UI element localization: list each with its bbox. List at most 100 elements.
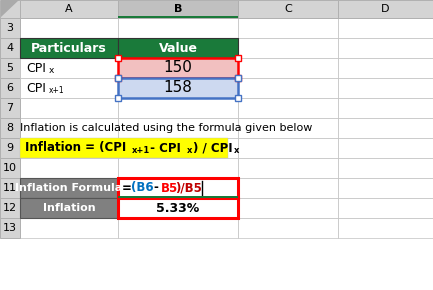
Bar (118, 138, 238, 158)
Text: 5.33%: 5.33% (156, 202, 200, 215)
Text: Inflation is calculated using the formula given below: Inflation is calculated using the formul… (20, 123, 312, 133)
Bar (0, 58, 20, 78)
Bar (0, 118, 20, 138)
Text: 9: 9 (6, 143, 13, 153)
Bar (20, 178, 118, 198)
Text: Particulars: Particulars (31, 41, 107, 55)
Bar (238, 0, 338, 18)
Bar (20, 0, 118, 18)
Bar (338, 0, 433, 18)
Bar (20, 218, 118, 238)
Bar (238, 38, 338, 58)
Bar (118, 38, 238, 58)
Bar (20, 58, 118, 78)
Bar (0, 98, 20, 118)
Text: 10: 10 (3, 163, 17, 173)
Text: x+1: x+1 (49, 86, 65, 95)
Bar (118, 198, 238, 218)
Bar (238, 218, 338, 238)
Bar (20, 158, 118, 178)
Bar (118, 118, 238, 138)
Bar (235, 75, 241, 81)
Text: (B6: (B6 (131, 182, 154, 195)
Text: CPI: CPI (26, 61, 46, 75)
Bar (238, 138, 338, 158)
Text: -: - (153, 182, 158, 195)
Bar (338, 38, 433, 58)
Bar (0, 0, 20, 18)
Bar (115, 75, 121, 81)
Text: ) / CPI: ) / CPI (193, 142, 233, 155)
Text: D: D (381, 4, 390, 14)
Bar (238, 178, 338, 198)
Text: 11: 11 (3, 183, 17, 193)
Bar (338, 218, 433, 238)
Bar (338, 78, 433, 98)
Bar (238, 58, 338, 78)
Text: - CPI: - CPI (146, 142, 181, 155)
Text: 158: 158 (164, 81, 192, 95)
Bar (118, 178, 238, 198)
Text: 150: 150 (164, 61, 192, 75)
Bar (0, 158, 20, 178)
Text: Inflation Formula: Inflation Formula (16, 183, 123, 193)
Bar (118, 78, 238, 98)
Bar (338, 18, 433, 38)
Text: =: = (122, 182, 132, 195)
Bar (118, 178, 238, 198)
Bar (118, 58, 238, 78)
Text: 4: 4 (6, 43, 13, 53)
Text: 5: 5 (6, 63, 13, 73)
Bar (0, 78, 20, 98)
Bar (115, 75, 121, 81)
Bar (338, 98, 433, 118)
Bar (235, 55, 241, 61)
Text: x+1: x+1 (132, 146, 150, 155)
Bar (118, 198, 238, 218)
Bar (118, 78, 238, 98)
Bar (20, 178, 118, 198)
Bar (118, 58, 238, 78)
Text: Value: Value (158, 41, 197, 55)
Bar (0, 138, 20, 158)
Bar (115, 55, 121, 61)
Bar (118, 0, 238, 18)
Text: CPI: CPI (26, 81, 46, 95)
Bar (20, 198, 118, 218)
Bar (238, 78, 338, 98)
Text: Inflation = (CPI: Inflation = (CPI (25, 142, 126, 155)
Bar (20, 118, 118, 138)
Text: x: x (234, 146, 239, 155)
Text: 8: 8 (6, 123, 13, 133)
Bar (20, 98, 118, 118)
Bar (0, 18, 20, 38)
Bar (20, 198, 118, 218)
Text: A: A (65, 4, 73, 14)
Bar (20, 18, 118, 38)
Text: 12: 12 (3, 203, 17, 213)
Bar (20, 38, 118, 58)
Bar (338, 118, 433, 138)
Bar (118, 218, 238, 238)
Text: 7: 7 (6, 103, 13, 113)
Bar (118, 38, 238, 58)
Text: x: x (187, 146, 192, 155)
Bar (20, 138, 228, 158)
Bar (238, 98, 338, 118)
Polygon shape (1, 0, 19, 17)
Text: 13: 13 (3, 223, 17, 233)
Text: 3: 3 (6, 23, 13, 33)
Bar (238, 118, 338, 138)
Bar (338, 198, 433, 218)
Bar (338, 158, 433, 178)
Bar (20, 58, 118, 78)
Bar (338, 178, 433, 198)
Bar (20, 78, 118, 98)
Bar (20, 38, 118, 58)
Bar (20, 78, 118, 98)
Bar (235, 75, 241, 81)
Bar (118, 158, 238, 178)
Bar (235, 95, 241, 101)
Bar (0, 38, 20, 58)
Bar (115, 95, 121, 101)
